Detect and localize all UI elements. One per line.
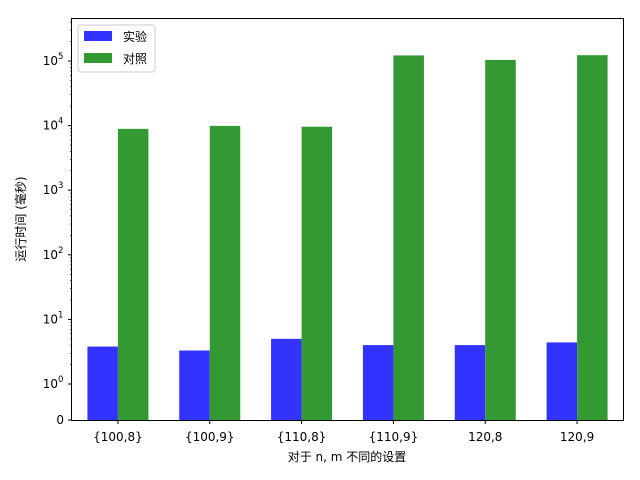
y-tick-label-1: 10 — [43, 377, 58, 391]
bar-control-2 — [301, 126, 333, 420]
x-tick-label-4: 120,8 — [468, 430, 502, 444]
y-tick-exponent-6: 5 — [58, 52, 63, 62]
bar-control-1 — [209, 125, 241, 420]
x-tick-label-1: {100,9} — [185, 430, 235, 444]
bar-experiment-0 — [87, 346, 118, 420]
bar-control-4 — [485, 59, 516, 421]
y-axis-label: 运行时间 (毫秒) — [13, 176, 28, 261]
y-tick-label-2: 10 — [43, 312, 58, 326]
x-tick-label-0: {100,8} — [93, 430, 143, 444]
bar-control-5 — [577, 55, 608, 420]
y-tick-label-4: 10 — [43, 183, 58, 197]
y-tick-exponent-2: 1 — [58, 310, 63, 320]
y-tick-label-5: 10 — [43, 119, 58, 133]
x-tick-label-2: {110,8} — [277, 430, 327, 444]
y-tick-exponent-4: 3 — [58, 181, 63, 191]
x-axis-label: 对于 n, m 不同的设置 — [288, 449, 407, 464]
y-tick-exponent-3: 2 — [58, 246, 63, 256]
x-tick-label-5: 120,9 — [560, 430, 594, 444]
legend-swatch-control — [84, 53, 112, 63]
bar-control-0 — [117, 128, 149, 420]
bars-group — [87, 55, 608, 421]
y-tick-label-0: 0 — [56, 413, 64, 427]
bar-experiment-1 — [179, 350, 210, 420]
legend-swatch-experiment — [84, 31, 112, 41]
y-tick-exponent-1: 0 — [58, 375, 63, 385]
x-ticks: {100,8} {100,9} {110,8} {110,9} 120,8 120,9 — [93, 420, 594, 444]
legend: 实验 对照 — [77, 24, 156, 73]
legend-label-control: 对照 — [123, 52, 147, 66]
y-tick-exponent-5: 4 — [58, 117, 63, 127]
bar-experiment-3 — [362, 345, 394, 420]
bar-experiment-5 — [546, 342, 578, 420]
bar-experiment-2 — [271, 338, 302, 420]
bar-experiment-4 — [454, 345, 486, 420]
bar-control-3 — [393, 55, 424, 421]
y-tick-label-3: 10 — [43, 248, 58, 262]
legend-label-experiment: 实验 — [123, 29, 147, 44]
plot-frame — [71, 18, 624, 421]
x-tick-label-3: {110,9} — [369, 430, 419, 444]
y-tick-label-6: 10 — [43, 54, 58, 68]
